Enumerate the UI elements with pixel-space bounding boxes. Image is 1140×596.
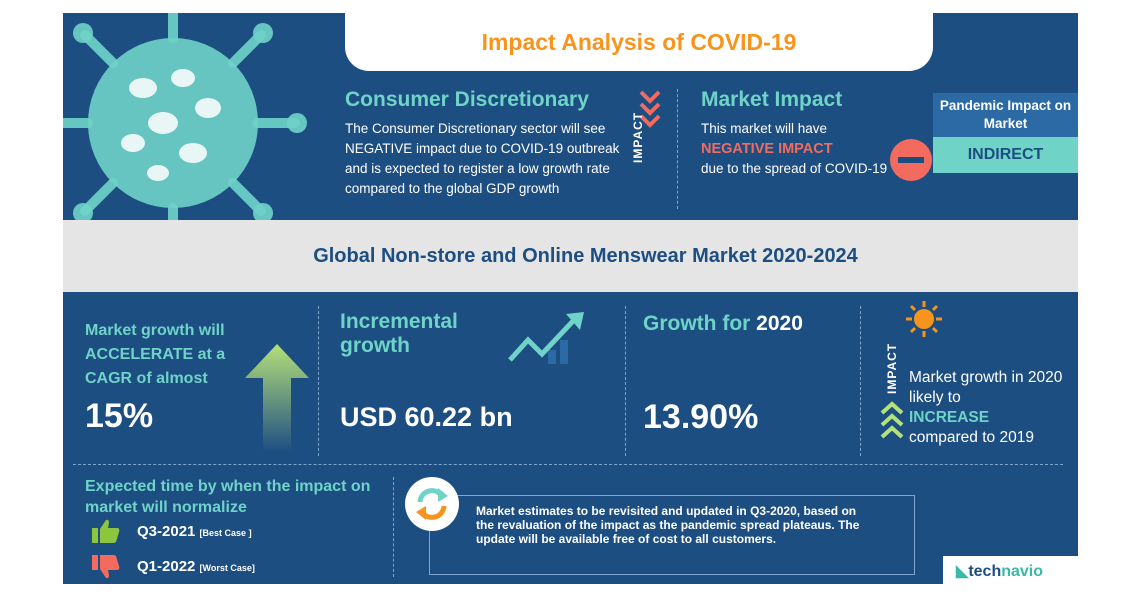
divider xyxy=(393,477,394,577)
brand-area xyxy=(943,556,1078,584)
outlook-text: Market growth in 2020 likely to INCREASE… xyxy=(909,368,1074,448)
growth-2020-value: 13.90% xyxy=(643,398,759,436)
impact-label: IMPACT xyxy=(631,111,645,163)
incremental-text: Incremental growth xyxy=(340,310,458,357)
outlook-line1: Market growth in 2020 likely to xyxy=(909,369,1063,406)
consumer-heading: Consumer Discretionary xyxy=(345,88,589,111)
divider xyxy=(318,306,319,456)
market-title-band: Global Non-store and Online Menswear Mar… xyxy=(63,220,1078,292)
impact-label-2: IMPACT xyxy=(885,342,899,394)
note-box: Market estimates to be revisited and upd… xyxy=(429,495,915,575)
growth-label: Growth for xyxy=(643,312,751,335)
trend-up-icon xyxy=(508,312,584,364)
refresh-icon xyxy=(405,477,459,531)
market-impact-line2: due to the spread of COVID-19 xyxy=(701,161,888,176)
chevron-down-icon xyxy=(639,90,661,128)
top-panel: Impact Analysis of COVID-19 Consumer Dis… xyxy=(63,13,1078,257)
divider xyxy=(73,464,1063,465)
page-title: Impact Analysis of COVID-19 xyxy=(481,28,797,55)
minus-icon xyxy=(890,139,932,181)
consumer-body: The Consumer Discretionary sector will s… xyxy=(345,121,620,196)
market-impact-body: This market will have NEGATIVE IMPACT du… xyxy=(701,119,901,179)
outlook-highlight: INCREASE xyxy=(909,409,990,426)
market-title: Global Non-store and Online Menswear Mar… xyxy=(313,244,858,267)
market-impact-highlight: NEGATIVE IMPACT xyxy=(701,141,833,157)
brand-part1: tech xyxy=(968,563,1002,580)
pandemic-impact-label: Pandemic Impact on Market xyxy=(933,93,1078,137)
title-banner: Impact Analysis of COVID-19 xyxy=(345,13,933,71)
bottom-panel: Market growth will ACCELERATE at a CAGR … xyxy=(63,292,1078,584)
thumbs-up-icon xyxy=(92,519,120,543)
market-impact-line1: This market will have xyxy=(701,121,828,136)
market-impact-heading: Market Impact xyxy=(701,88,843,111)
outlook-line2: compared to 2019 xyxy=(909,429,1034,446)
sun-icon xyxy=(906,301,942,337)
growth-year: 2020 xyxy=(756,312,803,335)
virus-icon xyxy=(63,13,307,257)
worst-case-value: Q1-2022 xyxy=(137,558,196,575)
note-text: Market estimates to be revisited and upd… xyxy=(476,504,860,546)
divider xyxy=(625,306,626,456)
logo-mark-icon: ◣ xyxy=(956,563,969,580)
infographic: Impact Analysis of COVID-19 Consumer Dis… xyxy=(63,13,1078,584)
best-case: Q3-2021 [Best Case ] xyxy=(137,523,252,540)
up-arrow-icon xyxy=(245,344,309,452)
best-case-tag: [Best Case ] xyxy=(199,528,252,538)
best-case-value: Q3-2021 xyxy=(137,523,196,540)
cagr-text: Market growth will ACCELERATE at a CAGR … xyxy=(85,322,226,387)
pandemic-impact-value: INDIRECT xyxy=(933,137,1078,173)
worst-case: Q1-2022 [Worst Case] xyxy=(137,558,255,575)
normalize-text: Expected time by when the impact on mark… xyxy=(85,478,371,516)
incremental-value: USD 60.22 bn xyxy=(340,402,513,432)
growth-2020-label: Growth for 2020 xyxy=(643,312,803,336)
technavio-logo: ◣technavio xyxy=(956,561,1043,581)
thumbs-down-icon xyxy=(92,555,120,579)
divider xyxy=(677,89,678,209)
chevron-up-icon xyxy=(880,401,904,439)
brand-part2: navio xyxy=(1001,563,1044,580)
cagr-value: 15% xyxy=(85,397,154,435)
divider xyxy=(860,306,861,456)
worst-case-tag: [Worst Case] xyxy=(199,563,255,573)
